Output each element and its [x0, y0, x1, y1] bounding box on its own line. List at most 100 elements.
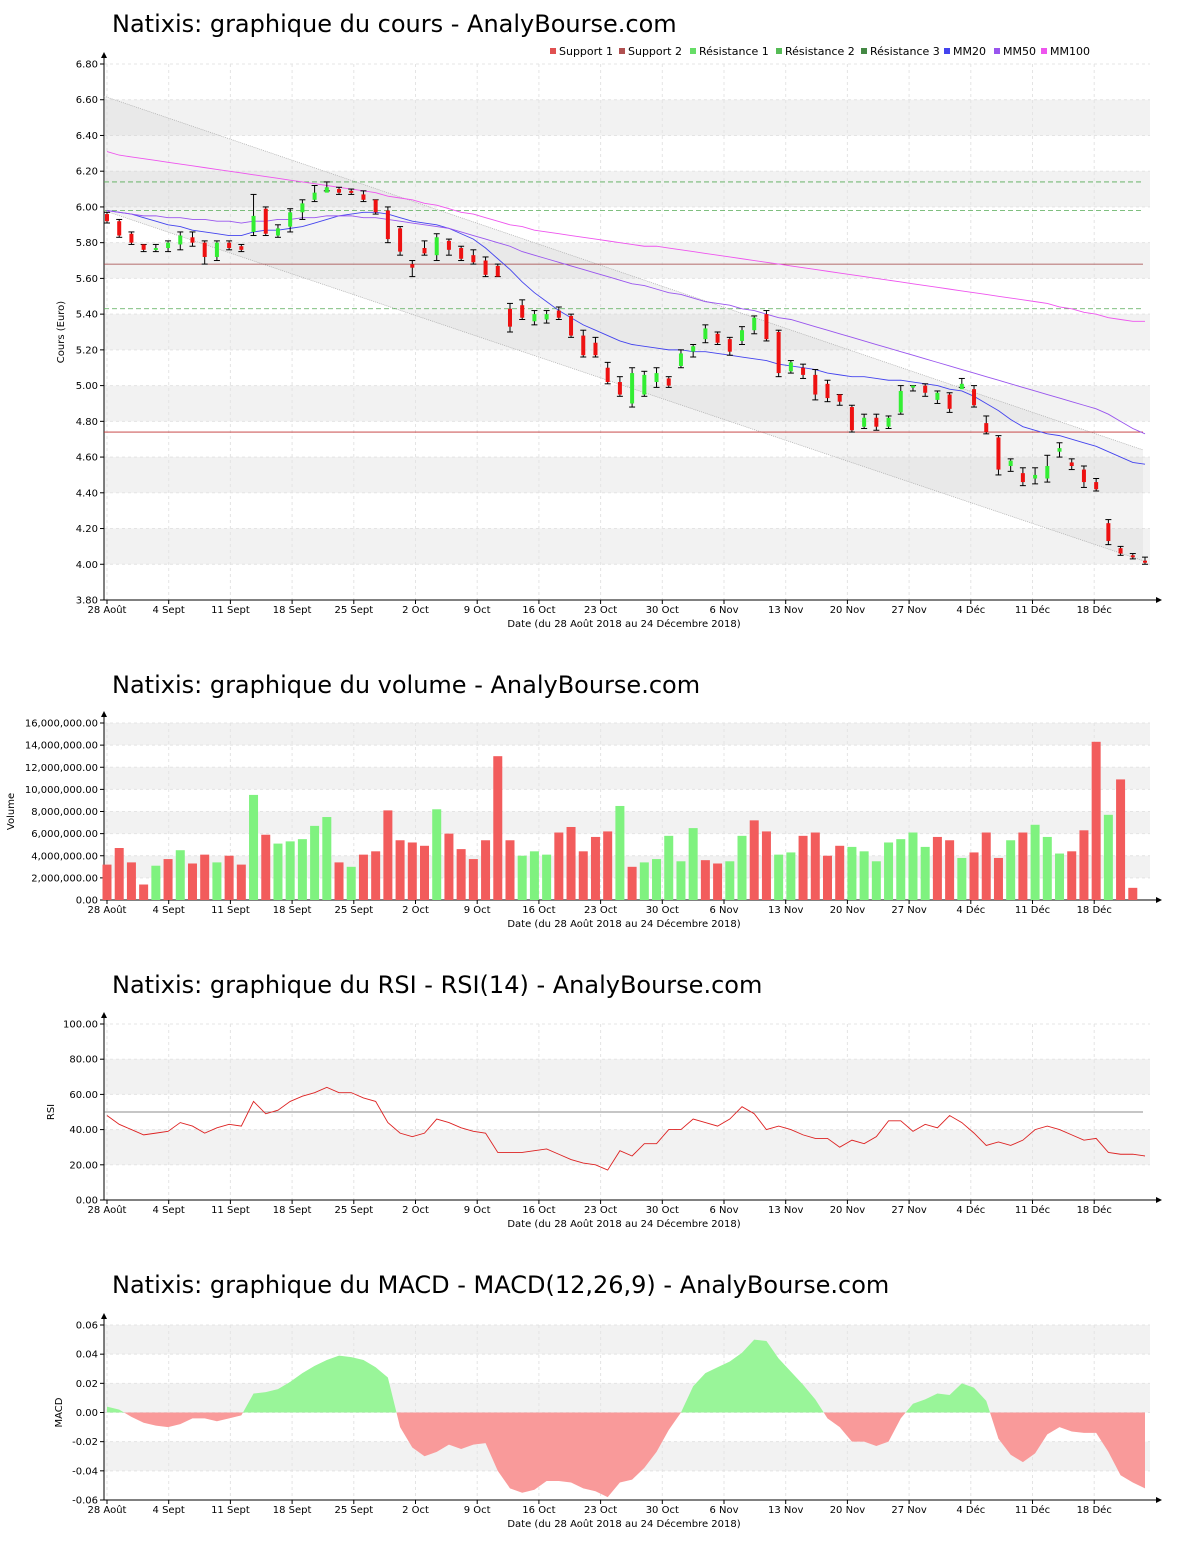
volume-bar [493, 756, 503, 900]
candle-body [947, 394, 952, 409]
candle [690, 344, 697, 358]
x-axis-arrow [1156, 597, 1162, 603]
volume-bar [310, 825, 320, 900]
candle [213, 240, 220, 262]
legend-label: MM100 [1050, 45, 1090, 58]
x-tick-label: 18 Sept [273, 1505, 312, 1516]
volume-bar [737, 835, 747, 900]
candle-body [1033, 474, 1038, 479]
volume-bar [395, 840, 405, 900]
legend-swatch [690, 48, 696, 54]
candle [116, 218, 123, 238]
candle [1129, 553, 1136, 560]
legend-label: Résistance 2 [785, 45, 855, 58]
volume-bar [1067, 851, 1077, 900]
candle-body [251, 215, 256, 232]
x-tick-label: 2 Oct [402, 1505, 429, 1516]
y-tick-label: 5.80 [76, 238, 98, 249]
candle-body [532, 314, 537, 322]
volume-bar [810, 832, 820, 900]
candle [958, 377, 965, 390]
y-axis-arrow [101, 1012, 107, 1018]
legend-swatch [994, 48, 1000, 54]
candle [519, 299, 526, 320]
x-tick-label: 13 Nov [768, 1205, 804, 1216]
x-tick-label: 9 Oct [464, 1205, 491, 1216]
candle [946, 392, 953, 413]
candle [421, 240, 428, 256]
volume-bar [224, 855, 234, 900]
channel-lower-line [103, 210, 1144, 562]
candle-body [605, 367, 610, 383]
candle-body [398, 228, 403, 252]
volume-bar [505, 840, 515, 900]
legend-swatch [1041, 48, 1047, 54]
candle-body [275, 228, 280, 236]
y-tick-label: 4.40 [76, 488, 98, 499]
legend-swatch [944, 48, 950, 54]
x-tick-label: 2 Oct [402, 905, 429, 916]
candle [1044, 454, 1051, 483]
volume-bar [1116, 779, 1126, 900]
y-tick-label: 10,000,000.00 [25, 785, 98, 796]
legend-label: Résistance 3 [870, 45, 940, 58]
y-tick-label: 5.40 [76, 310, 98, 321]
candle-body [434, 237, 439, 256]
volume-bar [615, 805, 625, 900]
x-axis-label: Date (du 28 Août 2018 au 24 Décembre 201… [507, 1518, 740, 1530]
candle-body [837, 394, 842, 402]
candle-body [263, 208, 268, 234]
volume-bar [932, 836, 942, 900]
y-tick-label: 0.02 [76, 1379, 98, 1390]
y-tick-label: 14,000,000.00 [25, 741, 98, 752]
y-tick-label: 0.06 [76, 1321, 98, 1332]
x-tick-label: 11 Sept [211, 1205, 250, 1216]
candle-body [385, 210, 390, 240]
candle [909, 385, 916, 392]
candle-body [471, 255, 476, 263]
y-tick-label: 4.20 [76, 524, 98, 535]
x-tick-label: 28 Août [88, 1204, 127, 1216]
candle-body [349, 190, 354, 193]
candle [470, 249, 477, 265]
candle-body [874, 417, 879, 427]
y-tick-label: 8,000,000.00 [31, 807, 98, 818]
x-tick-label: 30 Oct [646, 1505, 679, 1516]
candle-body [1081, 469, 1086, 483]
y-tick-label: -0.04 [72, 1466, 98, 1477]
candle [641, 370, 648, 397]
x-tick-label: 27 Nov [891, 905, 927, 916]
mm20-line [106, 210, 1146, 465]
candle-body [556, 310, 561, 318]
volume-bar [151, 865, 161, 900]
candle [983, 415, 990, 435]
volume-bar [847, 846, 857, 900]
mm100-line [106, 151, 1145, 322]
volume-bar [249, 794, 259, 900]
x-axis-arrow [1156, 897, 1162, 903]
candle [104, 211, 110, 224]
candle-body [324, 187, 329, 193]
candle-body [801, 367, 806, 375]
candle [800, 363, 807, 379]
candle [555, 306, 562, 320]
volume-bar [114, 848, 124, 900]
volume-bar [835, 845, 845, 900]
x-axis-label: Date (du 28 Août 2018 au 24 Décembre 201… [507, 1218, 740, 1230]
x-tick-label: 18 Déc [1077, 1504, 1112, 1516]
y-axis-label: Cours (Euro) [56, 301, 67, 364]
x-tick-label: 30 Oct [646, 605, 679, 616]
candle [128, 231, 135, 245]
candle-body [373, 199, 378, 213]
volume-bar [725, 861, 735, 900]
volume-bar [444, 833, 454, 900]
candle-body [959, 383, 964, 390]
volume-bar [346, 866, 356, 900]
candle-body [642, 374, 647, 395]
candle-body [972, 389, 977, 406]
candle-body [764, 314, 769, 340]
candle [1093, 478, 1100, 492]
price-chart-title: Natixis: graphique du cours - AnalyBours… [112, 10, 677, 38]
candle [677, 349, 684, 369]
y-axis-label: MACD [54, 1397, 65, 1427]
